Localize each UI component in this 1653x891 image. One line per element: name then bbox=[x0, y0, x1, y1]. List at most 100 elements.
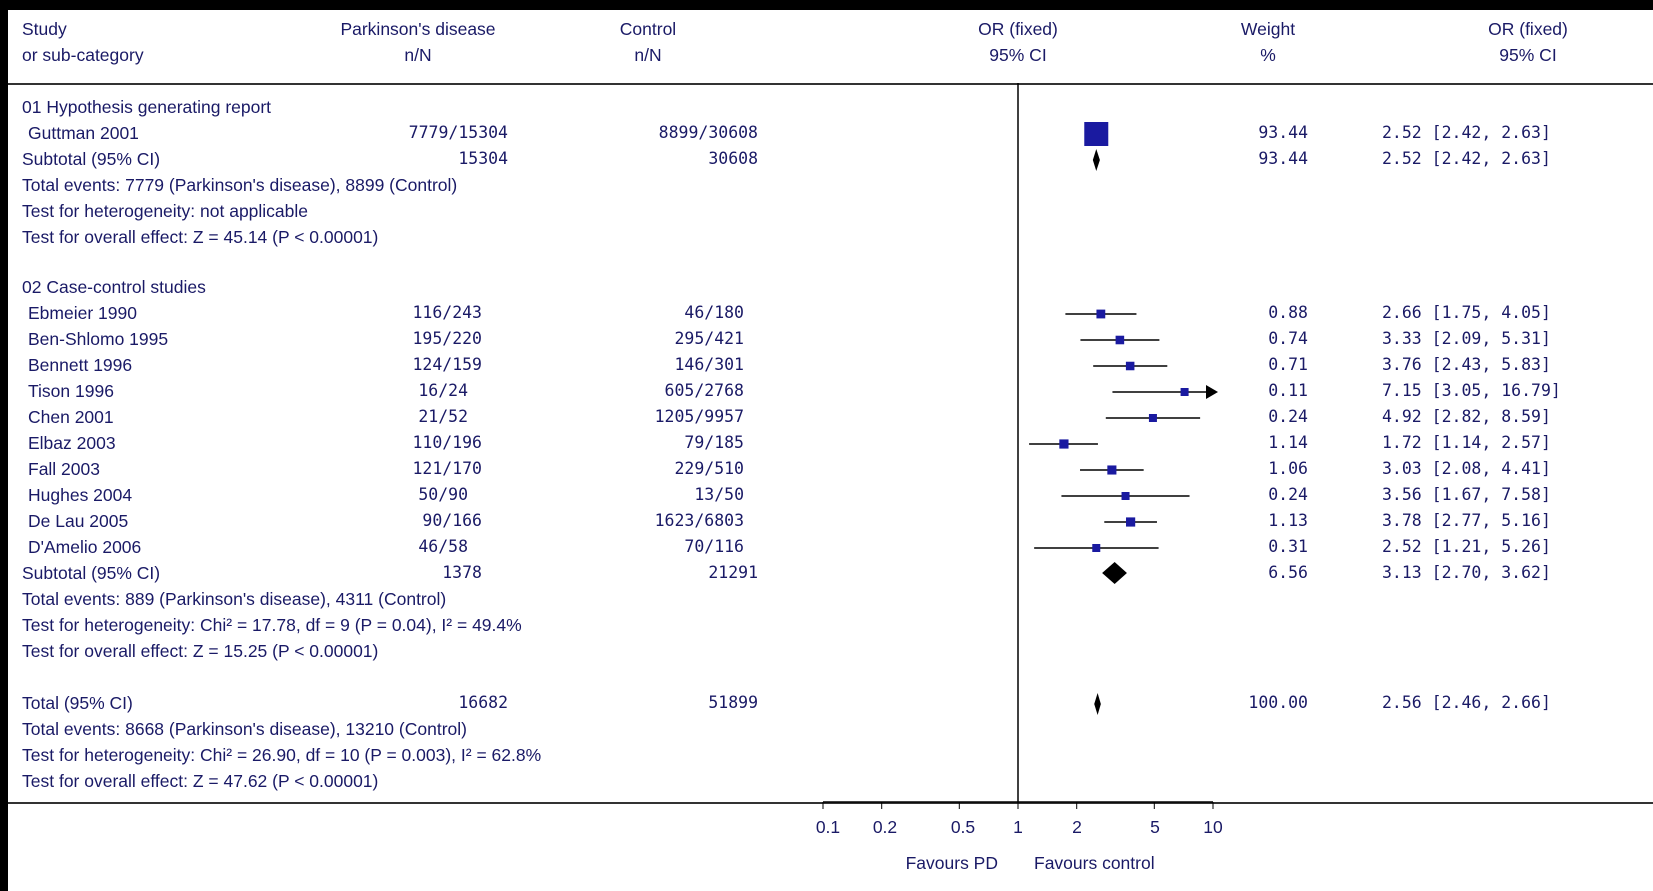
study-control: 295/421 bbox=[674, 329, 744, 348]
study-ci: 3.78 [2.77, 5.16] bbox=[1382, 511, 1551, 530]
study-weight: 1.06 bbox=[1268, 459, 1308, 478]
point-estimate-square bbox=[1180, 388, 1189, 396]
overall-effect-note: Test for overall effect: Z = 47.62 (P < … bbox=[22, 771, 379, 791]
total-events-note: Total events: 8668 (Parkinson's disease)… bbox=[22, 719, 467, 739]
study-weight: 0.74 bbox=[1268, 329, 1308, 348]
ci-arrow bbox=[1206, 385, 1218, 399]
point-estimate-square bbox=[1096, 309, 1106, 319]
subtotal-pd: 15304 bbox=[458, 149, 508, 168]
overall-effect-note: Test for overall effect: Z = 15.25 (P < … bbox=[22, 641, 379, 661]
study-ci: 2.52 [2.42, 2.63] bbox=[1382, 123, 1551, 142]
heterogeneity-note: Test for heterogeneity: Chi² = 17.78, df… bbox=[22, 615, 522, 635]
study-name: Hughes 2004 bbox=[28, 485, 133, 505]
group-title: 02 Case-control studies bbox=[22, 277, 206, 297]
study-ci: 3.03 [2.08, 4.41] bbox=[1382, 459, 1551, 478]
study-ci: 3.33 [2.09, 5.31] bbox=[1382, 329, 1551, 348]
group-title: 01 Hypothesis generating report bbox=[22, 97, 272, 117]
pooled-diamond bbox=[1102, 562, 1127, 584]
axis-tick-label: 0.5 bbox=[950, 817, 976, 837]
point-estimate-square bbox=[1092, 544, 1101, 552]
subtotal-ci: 3.13 [2.70, 3.62] bbox=[1382, 563, 1551, 582]
point-estimate-square bbox=[1121, 492, 1130, 500]
subtotal-control: 30608 bbox=[708, 149, 758, 168]
point-estimate-square bbox=[1107, 465, 1117, 475]
study-name: Ebmeier 1990 bbox=[28, 303, 137, 323]
point-estimate-square bbox=[1059, 439, 1069, 449]
study-ci: 3.56 [1.67, 7.58] bbox=[1382, 485, 1551, 504]
study-weight: 1.14 bbox=[1268, 433, 1308, 452]
total-control: 51899 bbox=[708, 693, 758, 712]
study-control: 79/185 bbox=[684, 433, 744, 452]
axis-tick-label: 2 bbox=[1072, 817, 1082, 837]
header-pd-nn: n/N bbox=[404, 45, 432, 65]
subtotal-pd: 1378 bbox=[442, 563, 482, 582]
header-control-nn: n/N bbox=[634, 45, 662, 65]
point-estimate-square bbox=[1148, 414, 1157, 422]
study-pd: 21/52 bbox=[418, 407, 468, 426]
study-control: 1623/6803 bbox=[654, 511, 744, 530]
point-estimate-square bbox=[1126, 517, 1136, 527]
study-name: Elbaz 2003 bbox=[28, 433, 116, 453]
study-weight: 0.24 bbox=[1268, 485, 1308, 504]
study-weight: 0.88 bbox=[1268, 303, 1308, 322]
study-ci: 4.92 [2.82, 8.59] bbox=[1382, 407, 1551, 426]
overall-effect-note: Test for overall effect: Z = 45.14 (P < … bbox=[22, 227, 379, 247]
point-estimate-square bbox=[1125, 361, 1135, 371]
pooled-diamond bbox=[1092, 149, 1100, 171]
header-divider bbox=[8, 83, 1653, 85]
favours-control-label: Favours control bbox=[1034, 853, 1155, 873]
study-weight: 0.71 bbox=[1268, 355, 1308, 374]
study-pd: 7779/15304 bbox=[408, 123, 508, 142]
total-ci: 2.56 [2.46, 2.66] bbox=[1382, 693, 1551, 712]
total-events-note: Total events: 889 (Parkinson's disease),… bbox=[22, 589, 447, 609]
study-pd: 50/90 bbox=[418, 485, 468, 504]
point-estimate-square bbox=[1115, 335, 1125, 345]
total-weight: 100.00 bbox=[1248, 693, 1308, 712]
point-estimate-square bbox=[1084, 122, 1109, 146]
header-or-ci: 95% CI bbox=[989, 45, 1047, 65]
study-control: 605/2768 bbox=[664, 381, 744, 400]
subtotal-label: Subtotal (95% CI) bbox=[22, 563, 161, 583]
header-or-ci-col-2: 95% CI bbox=[1499, 45, 1557, 65]
axis-tick-label: 0.1 bbox=[815, 817, 841, 837]
study-pd: 116/243 bbox=[412, 303, 482, 322]
study-pd: 90/166 bbox=[422, 511, 482, 530]
header-or: OR (fixed) bbox=[978, 19, 1058, 39]
study-name: Chen 2001 bbox=[28, 407, 114, 427]
forest-plot-area bbox=[822, 83, 1218, 809]
study-control: 146/301 bbox=[674, 355, 744, 374]
study-name: Fall 2003 bbox=[28, 459, 100, 479]
study-control: 46/180 bbox=[684, 303, 744, 322]
header-control: Control bbox=[619, 19, 677, 39]
study-control: 1205/9957 bbox=[654, 407, 744, 426]
axis-tick-label: 10 bbox=[1203, 817, 1223, 837]
header-study: Study bbox=[22, 19, 67, 39]
total-events-note: Total events: 7779 (Parkinson's disease)… bbox=[22, 175, 458, 195]
header-weight: Weight bbox=[1240, 19, 1296, 39]
study-pd: 121/170 bbox=[412, 459, 482, 478]
study-name: De Lau 2005 bbox=[28, 511, 129, 531]
heterogeneity-note: Test for heterogeneity: Chi² = 26.90, df… bbox=[22, 745, 542, 765]
subtotal-ci: 2.52 [2.42, 2.63] bbox=[1382, 149, 1551, 168]
study-ci: 1.72 [1.14, 2.57] bbox=[1382, 433, 1551, 452]
subtotal-label: Subtotal (95% CI) bbox=[22, 149, 161, 169]
study-weight: 93.44 bbox=[1258, 123, 1308, 142]
subtotal-weight: 6.56 bbox=[1268, 563, 1308, 582]
study-weight: 0.11 bbox=[1268, 381, 1308, 400]
subtotal-control: 21291 bbox=[708, 563, 758, 582]
study-ci: 3.76 [2.43, 5.83] bbox=[1382, 355, 1551, 374]
axis-tick-label: 1 bbox=[1013, 817, 1023, 837]
study-control: 13/50 bbox=[694, 485, 744, 504]
pooled-diamond bbox=[1094, 693, 1101, 715]
study-pd: 124/159 bbox=[412, 355, 482, 374]
forest-plot-panel: Study or sub-category Parkinson's diseas… bbox=[8, 10, 1653, 891]
study-control: 70/116 bbox=[684, 537, 744, 556]
total-label: Total (95% CI) bbox=[22, 693, 133, 713]
study-weight: 0.24 bbox=[1268, 407, 1308, 426]
study-weight: 0.31 bbox=[1268, 537, 1308, 556]
favours-pd-label: Favours PD bbox=[905, 853, 998, 873]
study-weight: 1.13 bbox=[1268, 511, 1308, 530]
study-ci: 2.66 [1.75, 4.05] bbox=[1382, 303, 1551, 322]
study-pd: 110/196 bbox=[412, 433, 482, 452]
header-subcategory: or sub-category bbox=[22, 45, 144, 65]
